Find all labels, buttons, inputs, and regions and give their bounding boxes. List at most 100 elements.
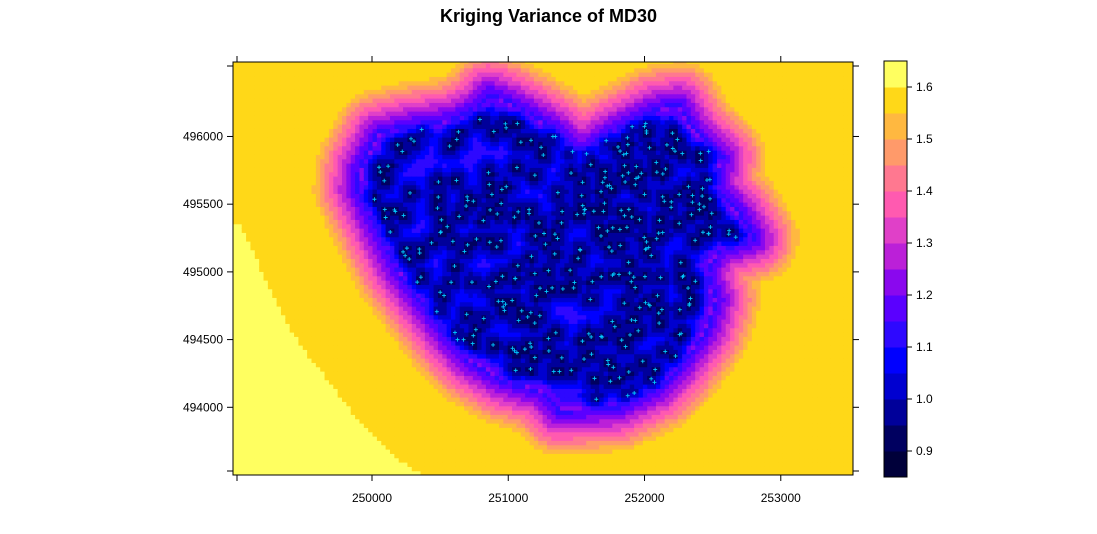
heatmap-cell [359, 102, 365, 108]
heatmap-cell [385, 379, 391, 385]
heatmap-cell [442, 284, 448, 290]
heatmap-cell [355, 154, 361, 160]
heatmap-cell [254, 414, 260, 420]
heatmap-cell [237, 115, 243, 121]
heatmap-cell [263, 401, 269, 407]
heatmap-cell [446, 336, 452, 342]
heatmap-cell [420, 262, 426, 268]
heatmap-cell [376, 254, 382, 259]
heatmap-cell [381, 115, 387, 121]
heatmap-cell [355, 63, 361, 69]
heatmap-cell [337, 323, 343, 329]
heatmap-cell [385, 219, 391, 225]
heatmap-cell [267, 384, 273, 389]
heatmap-cell [302, 76, 308, 82]
heatmap-cell [328, 418, 334, 424]
heatmap-cell [403, 98, 409, 103]
heatmap-cell [420, 414, 426, 420]
heatmap-cell [311, 462, 317, 467]
heatmap-cell [389, 137, 395, 142]
heatmap-cell [324, 258, 330, 264]
heatmap-cell [411, 288, 417, 294]
heatmap-cell [359, 119, 365, 125]
heatmap-cell [446, 241, 452, 246]
heatmap-cell [241, 362, 247, 368]
heatmap-cell [315, 345, 321, 350]
heatmap-cell [272, 280, 278, 285]
heatmap-cell [328, 80, 334, 86]
heatmap-cell [403, 93, 409, 99]
heatmap-cell [342, 93, 347, 99]
heatmap-cell [233, 362, 238, 368]
heatmap-cell [280, 319, 286, 324]
heatmap-cell [298, 366, 304, 372]
heatmap-cell [289, 184, 295, 190]
heatmap-cell [320, 197, 326, 203]
heatmap-cell [272, 306, 278, 311]
heatmap-cell [398, 215, 404, 220]
heatmap-cell [320, 388, 326, 394]
heatmap-cell [280, 124, 286, 129]
heatmap-cell [289, 245, 295, 251]
heatmap-cell [389, 210, 395, 216]
heatmap-cell [451, 427, 456, 433]
heatmap-cell [254, 258, 260, 264]
heatmap-cell [389, 154, 395, 160]
heatmap-cell [237, 106, 243, 112]
heatmap-cell [302, 306, 308, 311]
heatmap-cell [311, 258, 317, 264]
heatmap-cell [280, 176, 286, 181]
heatmap-cell [394, 106, 400, 112]
heatmap-cell [324, 271, 330, 277]
heatmap-cell [302, 62, 308, 64]
heatmap-cell [267, 258, 273, 264]
heatmap-cell [407, 423, 413, 428]
heatmap-cell [394, 119, 400, 125]
heatmap-cell [416, 275, 422, 281]
heatmap-cell [381, 89, 387, 95]
heatmap-cell [442, 67, 448, 73]
heatmap-cell [237, 232, 243, 238]
heatmap-cell [324, 262, 330, 268]
heatmap-cell [294, 232, 300, 238]
heatmap-cell [363, 89, 369, 95]
heatmap-cell [355, 137, 361, 142]
heatmap-cell [389, 180, 395, 186]
heatmap-cell [333, 388, 339, 394]
heatmap-cell [263, 358, 269, 363]
heatmap-cell [307, 193, 313, 199]
heatmap-cell [385, 119, 391, 125]
heatmap-cell [429, 206, 435, 212]
heatmap-cell [315, 410, 321, 415]
heatmap-cell [363, 418, 369, 424]
heatmap-cell [442, 405, 448, 411]
heatmap-cell [355, 366, 361, 372]
heatmap-cell [259, 98, 265, 103]
heatmap-cell [385, 462, 391, 467]
heatmap-cell [368, 62, 374, 64]
heatmap-cell [267, 440, 273, 446]
heatmap-cell [233, 85, 238, 90]
heatmap-cell [411, 375, 417, 381]
heatmap-cell [403, 249, 409, 255]
heatmap-cell [259, 106, 265, 112]
heatmap-cell [241, 154, 247, 160]
heatmap-cell [416, 457, 422, 463]
heatmap-cell [333, 457, 339, 463]
heatmap-cell [429, 158, 435, 164]
heatmap-cell [451, 293, 456, 298]
heatmap-cell [333, 375, 339, 381]
heatmap-cell [250, 466, 256, 472]
heatmap-cell [276, 280, 282, 285]
heatmap-cell [333, 132, 339, 138]
heatmap-cell [280, 245, 286, 251]
heatmap-cell [446, 375, 452, 381]
heatmap-cell [237, 384, 243, 389]
heatmap-cell [407, 444, 413, 450]
heatmap-cell [455, 262, 461, 268]
heatmap-cell [233, 470, 238, 475]
heatmap-cell [324, 163, 330, 168]
heatmap-cell [337, 137, 343, 142]
heatmap-cell [376, 466, 382, 472]
heatmap-cell [280, 271, 286, 277]
